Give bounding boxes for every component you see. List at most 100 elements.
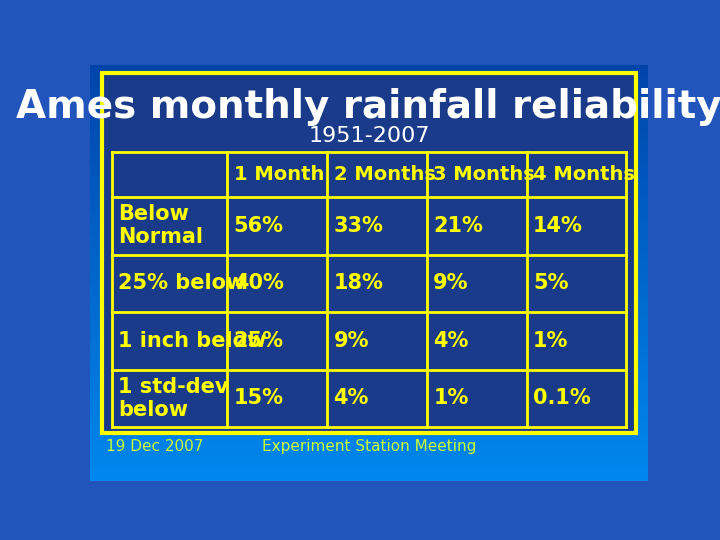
Bar [90, 252, 648, 253]
Bar [90, 68, 648, 69]
Bar [90, 74, 648, 75]
Bar [90, 443, 648, 444]
Bar [90, 383, 648, 384]
Bar [90, 108, 648, 109]
Bar [90, 147, 648, 148]
Bar [90, 368, 648, 369]
Bar [90, 112, 648, 113]
Bar [90, 187, 648, 188]
Bar [90, 432, 648, 433]
Bar [90, 346, 648, 347]
Bar [90, 242, 648, 244]
Bar [90, 166, 648, 167]
Bar [90, 69, 648, 70]
Bar [90, 88, 648, 89]
Bar [90, 200, 648, 201]
Bar [90, 222, 648, 224]
Bar [90, 365, 648, 366]
Bar [90, 269, 648, 271]
Bar [90, 188, 648, 189]
Bar [90, 362, 648, 363]
Bar [90, 374, 648, 375]
Bar [90, 95, 648, 96]
Bar [90, 199, 648, 200]
Bar [90, 244, 648, 245]
Bar [90, 260, 648, 261]
Text: 18%: 18% [333, 273, 383, 293]
Text: Below
Normal: Below Normal [118, 204, 203, 247]
Bar [90, 73, 648, 74]
Bar [90, 92, 648, 93]
Bar [90, 302, 648, 303]
Bar [90, 431, 648, 432]
Bar [90, 186, 648, 187]
Bar [90, 208, 648, 209]
Bar [90, 473, 648, 474]
Bar [90, 181, 648, 182]
Bar [90, 101, 648, 102]
Bar [90, 85, 648, 86]
Bar [328, 197, 427, 255]
Bar [90, 326, 648, 327]
Bar [90, 224, 648, 225]
Bar [90, 282, 648, 283]
Bar [90, 427, 648, 428]
Text: 1 std-dev
below: 1 std-dev below [118, 376, 228, 420]
Bar [90, 182, 648, 183]
Bar [90, 261, 648, 262]
Bar [90, 330, 648, 331]
Bar [90, 140, 648, 141]
Text: 33%: 33% [333, 216, 383, 236]
Bar [90, 154, 648, 155]
Bar [90, 375, 648, 376]
Bar [90, 352, 648, 353]
Bar [90, 323, 648, 325]
Bar [90, 417, 648, 418]
Text: 5%: 5% [534, 273, 569, 293]
Bar [90, 300, 648, 301]
Text: 4%: 4% [433, 331, 469, 351]
Bar [90, 116, 648, 117]
Bar [90, 153, 648, 154]
Bar [90, 429, 648, 430]
Bar [90, 156, 648, 157]
Bar [90, 138, 648, 139]
Bar [90, 465, 648, 466]
Bar [90, 121, 648, 122]
Bar [90, 415, 648, 416]
Bar [90, 70, 648, 71]
Bar [90, 338, 648, 339]
Bar [90, 174, 648, 175]
Bar [90, 265, 648, 266]
Bar [90, 197, 648, 198]
Bar [90, 361, 648, 362]
Bar [90, 77, 648, 78]
Bar [90, 408, 648, 409]
Bar [427, 152, 527, 197]
Bar [90, 234, 648, 235]
Bar [90, 148, 648, 150]
Bar [90, 141, 648, 142]
Bar [90, 389, 648, 390]
Bar [90, 146, 648, 147]
Bar [90, 251, 648, 252]
Bar [90, 235, 648, 236]
Bar [90, 364, 648, 365]
Bar [90, 274, 648, 275]
Bar [90, 420, 648, 421]
Text: 3 Months: 3 Months [433, 165, 535, 184]
Bar [90, 304, 648, 305]
Bar [90, 351, 648, 352]
Bar [90, 308, 648, 309]
Bar [90, 327, 648, 328]
Bar [90, 236, 648, 237]
Bar [90, 142, 648, 143]
Bar [90, 164, 648, 165]
Bar [90, 206, 648, 207]
Bar [90, 163, 648, 164]
Bar [90, 407, 648, 408]
Bar [90, 145, 648, 146]
Bar [90, 421, 648, 422]
Bar [427, 369, 527, 427]
Bar [90, 466, 648, 467]
